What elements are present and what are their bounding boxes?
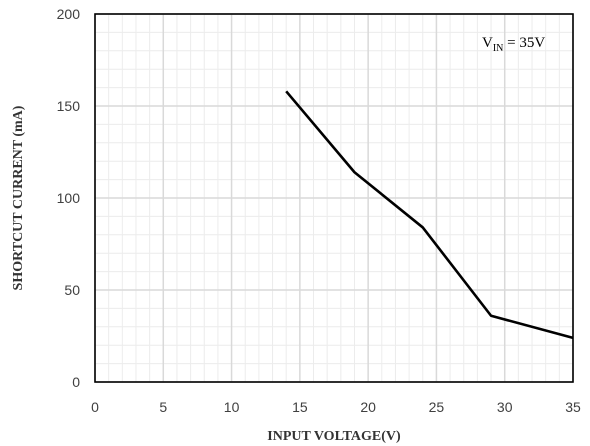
axes bbox=[94, 13, 574, 383]
vin-annotation-suffix: = 35V bbox=[503, 35, 545, 51]
x-tick-label: 5 bbox=[159, 399, 167, 415]
plot-frame bbox=[94, 13, 574, 383]
x-tick-label: 35 bbox=[565, 399, 581, 415]
x-tick-label: 15 bbox=[292, 399, 308, 415]
y-tick-labels: 0 50 100 150 200 bbox=[57, 6, 81, 390]
x-tick-label: 20 bbox=[360, 399, 376, 415]
y-tick-label: 200 bbox=[57, 6, 81, 22]
x-tick-label: 10 bbox=[224, 399, 240, 415]
vin-annotation-subscript: IN bbox=[493, 43, 504, 54]
x-tick-label: 25 bbox=[429, 399, 445, 415]
series-line bbox=[285, 90, 574, 340]
y-tick-label: 0 bbox=[72, 374, 80, 390]
y-axis-title: SHORTCUT CURRENT (mA) bbox=[11, 105, 26, 290]
y-tick-label: 150 bbox=[57, 98, 81, 114]
x-tick-label: 0 bbox=[91, 399, 99, 415]
x-tick-label: 30 bbox=[497, 399, 513, 415]
vin-annotation-main: V bbox=[482, 35, 493, 51]
y-tick-label: 100 bbox=[57, 190, 81, 206]
x-axis-title: INPUT VOLTAGE(V) bbox=[267, 429, 401, 444]
vin-annotation: VIN = 35V bbox=[482, 35, 545, 54]
x-tick-labels: 0 5 10 15 20 25 30 35 bbox=[91, 399, 581, 415]
series-layer bbox=[285, 90, 574, 340]
y-tick-label: 50 bbox=[64, 282, 80, 298]
